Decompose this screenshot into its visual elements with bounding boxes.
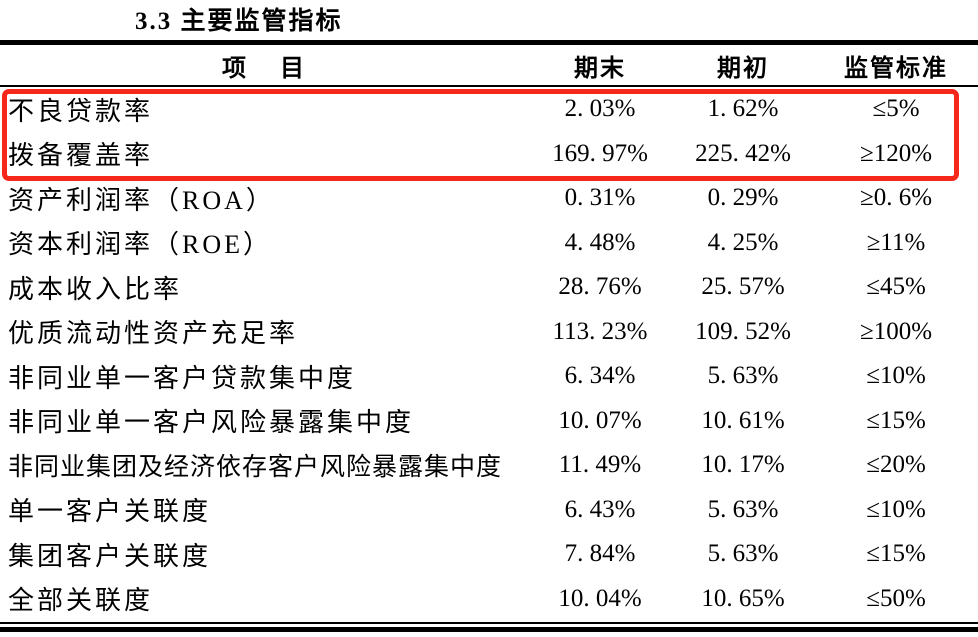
row-item-label: 成本收入比率: [8, 274, 183, 304]
row-end-value: 7. 84%: [564, 540, 636, 568]
row-standard-value: ≤45%: [866, 273, 926, 301]
column-header-standard: 监管标准: [844, 55, 948, 82]
row-standard-value: ≤15%: [866, 406, 926, 434]
table-row: 集团客户关联度 7. 84% 5. 63% ≤15%: [0, 532, 978, 577]
table-top-rule: [0, 40, 978, 45]
row-end-value: 10. 07%: [558, 406, 642, 434]
table-row: 优质流动性资产充足率 113. 23% 109. 52% ≥100%: [0, 310, 978, 355]
row-item-label: 非同业单一客户贷款集中度: [8, 363, 357, 393]
table-row: 资本利润率（ROE） 4. 48% 4. 25% ≥11%: [0, 221, 978, 266]
row-begin-value: 25. 57%: [701, 273, 785, 301]
row-item-label: 全部关联度: [8, 586, 154, 616]
row-item-label: 集团客户关联度: [8, 541, 212, 571]
column-header-period-begin: 期初: [717, 55, 769, 82]
row-item-label: 不良贷款率: [8, 96, 154, 126]
regulatory-indicators-table: 项 目 期末 期初 监管标准 不良贷款率 2. 03% 1. 62% ≤5% 拨…: [0, 45, 978, 621]
table-row: 非同业集团及经济依存客户风险暴露集中度 11. 49% 10. 17% ≤20%: [0, 443, 978, 488]
table-row: 单一客户关联度 6. 43% 5. 63% ≤10%: [0, 488, 978, 533]
section-title: 3.3 主要监管指标: [135, 8, 343, 35]
table-row: 全部关联度 10. 04% 10. 65% ≤50%: [0, 577, 978, 622]
table-row: 成本收入比率 28. 76% 25. 57% ≤45%: [0, 265, 978, 310]
row-begin-value: 4. 25%: [707, 228, 779, 256]
row-standard-value: ≤15%: [866, 540, 926, 568]
row-end-value: 6. 34%: [564, 362, 636, 390]
table-row: 资产利润率（ROA） 0. 31% 0. 29% ≥0. 6%: [0, 176, 978, 221]
row-begin-value: 1. 62%: [707, 95, 779, 123]
table-bottom-thick-rule: [0, 627, 978, 632]
table-row: 非同业单一客户风险暴露集中度 10. 07% 10. 61% ≤15%: [0, 399, 978, 444]
column-header-item: 项 目: [222, 55, 306, 82]
row-standard-value: ≥11%: [866, 228, 926, 256]
row-end-value: 169. 97%: [552, 139, 648, 167]
row-item-label: 拨备覆盖率: [8, 141, 154, 171]
table-row: 不良贷款率 2. 03% 1. 62% ≤5%: [0, 87, 978, 132]
row-standard-value: ≤20%: [866, 451, 926, 479]
table-bottom-rules: [0, 622, 978, 632]
row-begin-value: 5. 63%: [707, 495, 779, 523]
row-begin-value: 10. 65%: [701, 584, 785, 612]
table-header-row: 项 目 期末 期初 监管标准: [0, 45, 978, 87]
row-begin-value: 5. 63%: [707, 540, 779, 568]
table-row: 拨备覆盖率 169. 97% 225. 42% ≥120%: [0, 132, 978, 177]
row-end-value: 0. 31%: [564, 184, 636, 212]
row-begin-value: 225. 42%: [695, 139, 791, 167]
row-item-label: 非同业单一客户风险暴露集中度: [8, 408, 415, 438]
table-row: 非同业单一客户贷款集中度 6. 34% 5. 63% ≤10%: [0, 354, 978, 399]
row-begin-value: 5. 63%: [707, 362, 779, 390]
row-standard-value: ≥120%: [859, 139, 933, 167]
row-end-value: 4. 48%: [564, 228, 636, 256]
row-begin-value: 0. 29%: [707, 184, 779, 212]
row-begin-value: 10. 17%: [701, 451, 785, 479]
row-standard-value: ≤5%: [872, 95, 920, 123]
row-item-label: 资产利润率（ROA）: [8, 185, 275, 215]
rule-gap: [0, 624, 978, 627]
table-bottom-thin-rule: [0, 622, 978, 624]
row-end-value: 2. 03%: [564, 95, 636, 123]
row-end-value: 10. 04%: [558, 584, 642, 612]
row-standard-value: ≤10%: [866, 495, 926, 523]
row-standard-value: ≥100%: [859, 317, 933, 345]
row-begin-value: 109. 52%: [695, 317, 791, 345]
column-header-period-end: 期末: [574, 55, 626, 82]
row-item-label: 优质流动性资产充足率: [8, 319, 299, 349]
row-end-value: 113. 23%: [552, 317, 648, 345]
row-end-value: 6. 43%: [564, 495, 636, 523]
row-end-value: 11. 49%: [558, 451, 642, 479]
row-begin-value: 10. 61%: [701, 406, 785, 434]
row-end-value: 28. 76%: [558, 273, 642, 301]
row-standard-value: ≤10%: [866, 362, 926, 390]
row-item-label: 单一客户关联度: [8, 497, 212, 527]
row-item-label: 非同业集团及经济依存客户风险暴露集中度: [8, 454, 503, 482]
row-standard-value: ≤50%: [866, 584, 926, 612]
row-standard-value: ≥0. 6%: [859, 184, 933, 212]
row-item-label: 资本利润率（ROE）: [8, 230, 273, 260]
